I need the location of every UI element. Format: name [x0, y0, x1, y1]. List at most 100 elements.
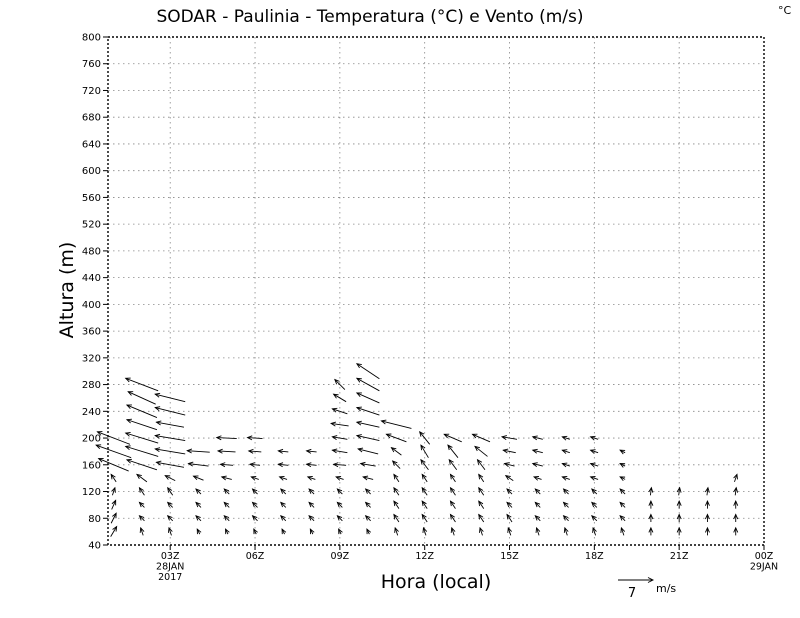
wind-vector [619, 514, 626, 522]
wind-vector [561, 475, 570, 481]
wind-vector [359, 461, 376, 467]
wind-vector [336, 514, 343, 522]
wind-vector [336, 488, 343, 495]
wind-vector [471, 433, 491, 443]
wind-vector [125, 458, 158, 471]
wind-vector [111, 486, 116, 496]
wind-vector [96, 431, 131, 445]
wind-vector [503, 462, 515, 467]
wind-vector [704, 513, 710, 523]
wind-vector [355, 363, 380, 380]
x-tick-label: 2017 [158, 572, 182, 583]
wind-vector [390, 447, 402, 456]
chart-title: SODAR - Paulinia - Temperatura (°C) e Ve… [156, 7, 583, 27]
wind-vector [195, 514, 202, 522]
wind-vector [733, 486, 739, 496]
wind-vector [704, 500, 710, 509]
wind-vector [355, 392, 380, 404]
wind-vector [591, 514, 598, 522]
wind-vector [648, 526, 654, 536]
wind-vector [676, 486, 682, 496]
wind-vector [305, 462, 317, 468]
wind-vector [421, 486, 428, 496]
wind-vector [506, 488, 513, 495]
wind-vector [535, 526, 541, 536]
wind-vector [619, 463, 626, 468]
wind-vector [364, 501, 371, 508]
wind-vector [478, 473, 485, 483]
y-tick-label: 160 [82, 460, 101, 471]
wind-vector [534, 488, 541, 495]
x-tick-label: 09Z [331, 551, 350, 562]
wind-vector [561, 462, 570, 468]
y-tick-label: 600 [82, 166, 101, 177]
wind-vector [138, 486, 145, 496]
wind-vector [308, 488, 315, 495]
grid-lines [108, 37, 764, 545]
wind-vector [215, 435, 237, 441]
y-tick-label: 400 [82, 300, 101, 311]
wind-vector [443, 433, 462, 443]
wind-vector [591, 488, 598, 495]
y-tick-label: 200 [82, 434, 101, 445]
y-tick-label: 360 [82, 327, 101, 338]
x-tick-label: 03Z [161, 551, 180, 562]
wind-vector [362, 475, 374, 481]
wind-vector [506, 513, 513, 523]
wind-vector [733, 526, 739, 536]
wind-vector [507, 526, 512, 536]
wind-vector [476, 458, 486, 471]
wind-vector [338, 528, 343, 535]
x-tick-label: 29JAN [750, 562, 778, 573]
wind-vector [563, 526, 569, 536]
wind-vector [110, 512, 117, 524]
wind-vector [186, 448, 210, 454]
wind-vector [124, 432, 159, 444]
y-tick-label: 40 [88, 541, 101, 552]
wind-vector [223, 514, 230, 522]
plot-frame [107, 36, 765, 546]
x-axis-label: Hora (local) [381, 571, 492, 593]
wind-vector [111, 499, 117, 510]
wind-vector [192, 475, 204, 481]
wind-vector [281, 528, 287, 535]
wind-vector [334, 378, 346, 390]
wind-vector [592, 526, 597, 536]
wind-vector [531, 462, 543, 467]
wind-vector [154, 392, 186, 403]
wind-vector [422, 526, 428, 536]
wind-vector [155, 460, 185, 468]
wind-vector [589, 435, 599, 441]
y-axis-ticks: 40 80 120 160 200 240 280 320 360 400 440 480 520 560… [82, 33, 108, 552]
wind-vector [733, 500, 739, 509]
x-tick-label: 12Z [415, 551, 434, 562]
wind-vector [155, 420, 185, 428]
y-tick-label: 280 [82, 380, 101, 391]
wind-vector [305, 448, 317, 454]
wind-vector [504, 475, 514, 482]
wind-vector [253, 528, 258, 535]
wind-vector [531, 435, 543, 441]
wind-vector [506, 501, 513, 508]
wind-vector [421, 513, 428, 523]
wind-vector [385, 433, 407, 443]
wind-vector [448, 458, 458, 471]
wind-vector [619, 476, 626, 482]
x-tick-label: 28JAN [156, 562, 184, 573]
wind-vector [619, 501, 626, 508]
wind-vector [561, 449, 570, 454]
wind-vector [154, 447, 186, 455]
wind-vector [500, 435, 518, 440]
wind-vector [246, 435, 263, 441]
wind-vector [95, 444, 132, 459]
wind-vector [280, 501, 287, 508]
wind-vector [648, 513, 654, 523]
wind-vector [589, 462, 599, 468]
y-tick-label: 80 [88, 514, 101, 525]
wind-vector [280, 488, 287, 495]
y-tick-label: 760 [82, 59, 101, 70]
wind-vector [251, 488, 258, 495]
wind-vector [331, 407, 348, 415]
wind-vector [308, 514, 315, 522]
wind-vector [449, 486, 456, 496]
